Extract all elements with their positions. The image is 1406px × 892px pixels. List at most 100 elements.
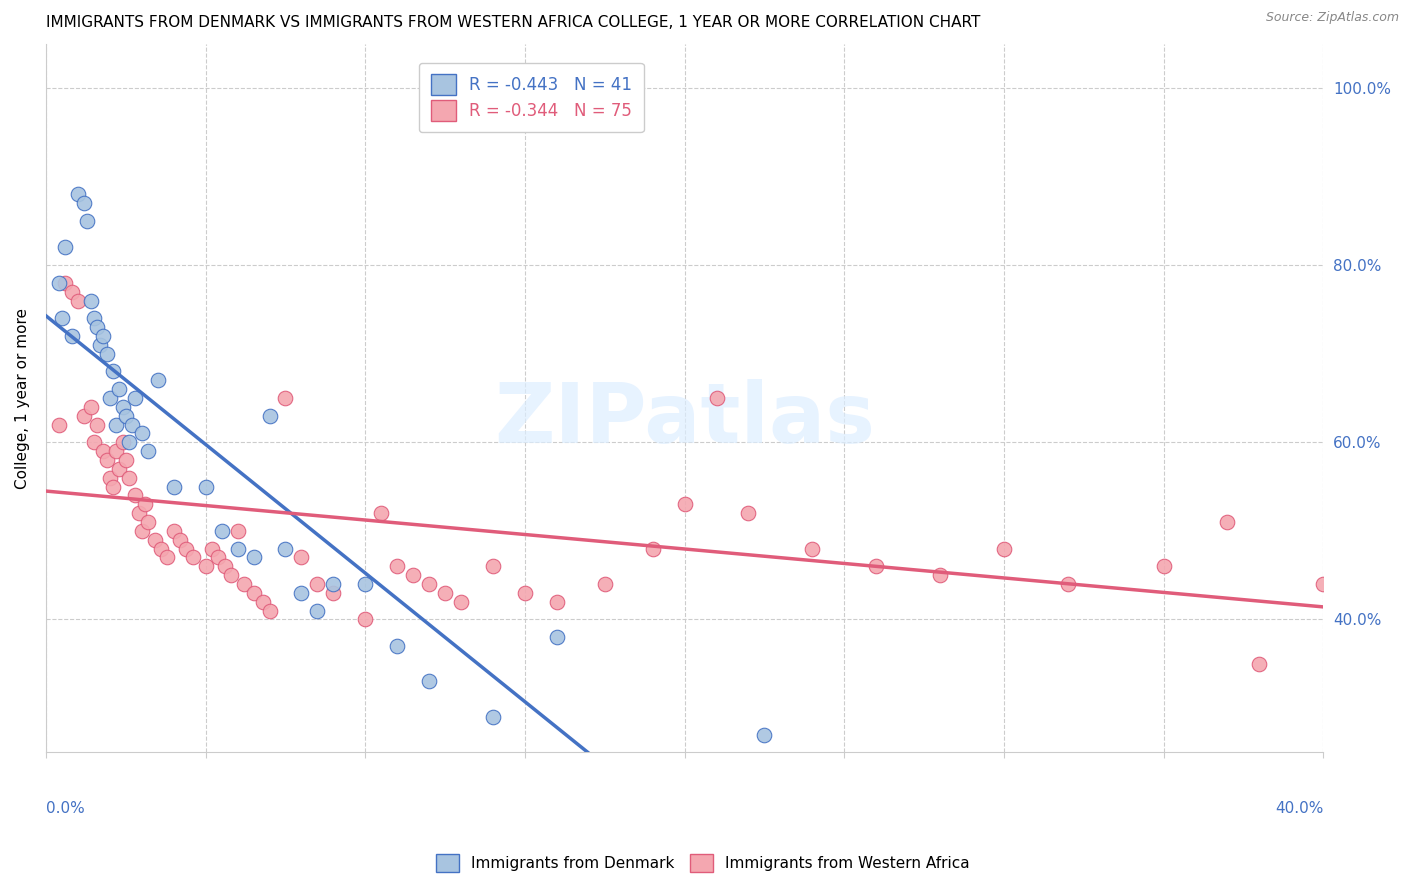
Point	[93, 444, 115, 458]
Point	[181, 550, 204, 565]
Point	[149, 541, 172, 556]
Point	[136, 444, 159, 458]
Point	[402, 568, 425, 582]
Point	[929, 568, 952, 582]
Point	[73, 196, 96, 211]
Point	[98, 471, 121, 485]
Point	[259, 604, 281, 618]
Text: 40.0%: 40.0%	[1275, 801, 1323, 816]
Point	[207, 550, 229, 565]
Point	[86, 320, 108, 334]
Point	[993, 541, 1015, 556]
Point	[201, 541, 224, 556]
Point	[118, 435, 141, 450]
Point	[226, 541, 249, 556]
Point	[1376, 648, 1399, 662]
Point	[53, 240, 76, 254]
Point	[307, 577, 329, 591]
Point	[136, 515, 159, 529]
Point	[73, 409, 96, 423]
Point	[48, 276, 70, 290]
Point	[706, 391, 728, 405]
Point	[290, 550, 312, 565]
Point	[101, 364, 124, 378]
Point	[93, 329, 115, 343]
Point	[169, 533, 191, 547]
Point	[128, 506, 150, 520]
Point	[131, 426, 153, 441]
Text: ZIPatlas: ZIPatlas	[494, 379, 875, 459]
Point	[96, 453, 118, 467]
Point	[194, 559, 217, 574]
Point	[482, 710, 505, 724]
Point	[124, 391, 146, 405]
Point	[754, 728, 776, 742]
Text: 0.0%: 0.0%	[46, 801, 84, 816]
Text: IMMIGRANTS FROM DENMARK VS IMMIGRANTS FROM WESTERN AFRICA COLLEGE, 1 YEAR OR MOR: IMMIGRANTS FROM DENMARK VS IMMIGRANTS FR…	[46, 15, 980, 30]
Point	[252, 595, 274, 609]
Point	[259, 409, 281, 423]
Point	[307, 604, 329, 618]
Point	[242, 550, 264, 565]
Point	[1249, 657, 1271, 671]
Point	[98, 391, 121, 405]
Point	[96, 347, 118, 361]
Point	[290, 586, 312, 600]
Point	[124, 488, 146, 502]
Legend: R = -0.443   N = 41, R = -0.344   N = 75: R = -0.443 N = 41, R = -0.344 N = 75	[419, 62, 644, 133]
Point	[146, 373, 169, 387]
Point	[387, 639, 409, 653]
Point	[176, 541, 198, 556]
Point	[156, 550, 179, 565]
Point	[274, 391, 297, 405]
Point	[546, 630, 568, 644]
Point	[66, 187, 89, 202]
Point	[322, 586, 344, 600]
Point	[66, 293, 89, 308]
Point	[143, 533, 166, 547]
Point	[108, 382, 131, 396]
Point	[482, 559, 505, 574]
Point	[89, 338, 111, 352]
Point	[370, 506, 392, 520]
Point	[513, 586, 536, 600]
Point	[105, 444, 128, 458]
Point	[118, 471, 141, 485]
Point	[163, 480, 186, 494]
Point	[79, 293, 101, 308]
Point	[108, 462, 131, 476]
Point	[233, 577, 256, 591]
Point	[121, 417, 143, 432]
Point	[593, 577, 616, 591]
Point	[163, 524, 186, 538]
Point	[1312, 577, 1334, 591]
Point	[641, 541, 664, 556]
Point	[131, 524, 153, 538]
Point	[134, 497, 156, 511]
Point	[60, 285, 83, 299]
Point	[79, 400, 101, 414]
Point	[673, 497, 696, 511]
Point	[51, 311, 73, 326]
Point	[546, 595, 568, 609]
Point	[418, 674, 440, 689]
Point	[242, 586, 264, 600]
Point	[322, 577, 344, 591]
Point	[114, 409, 136, 423]
Point	[86, 417, 108, 432]
Point	[48, 417, 70, 432]
Point	[83, 311, 105, 326]
Point	[60, 329, 83, 343]
Point	[737, 506, 759, 520]
Point	[274, 541, 297, 556]
Point	[865, 559, 887, 574]
Point	[387, 559, 409, 574]
Point	[219, 568, 242, 582]
Point	[801, 541, 824, 556]
Point	[105, 417, 128, 432]
Point	[101, 480, 124, 494]
Point	[194, 480, 217, 494]
Point	[354, 577, 377, 591]
Point	[111, 400, 134, 414]
Point	[76, 214, 98, 228]
